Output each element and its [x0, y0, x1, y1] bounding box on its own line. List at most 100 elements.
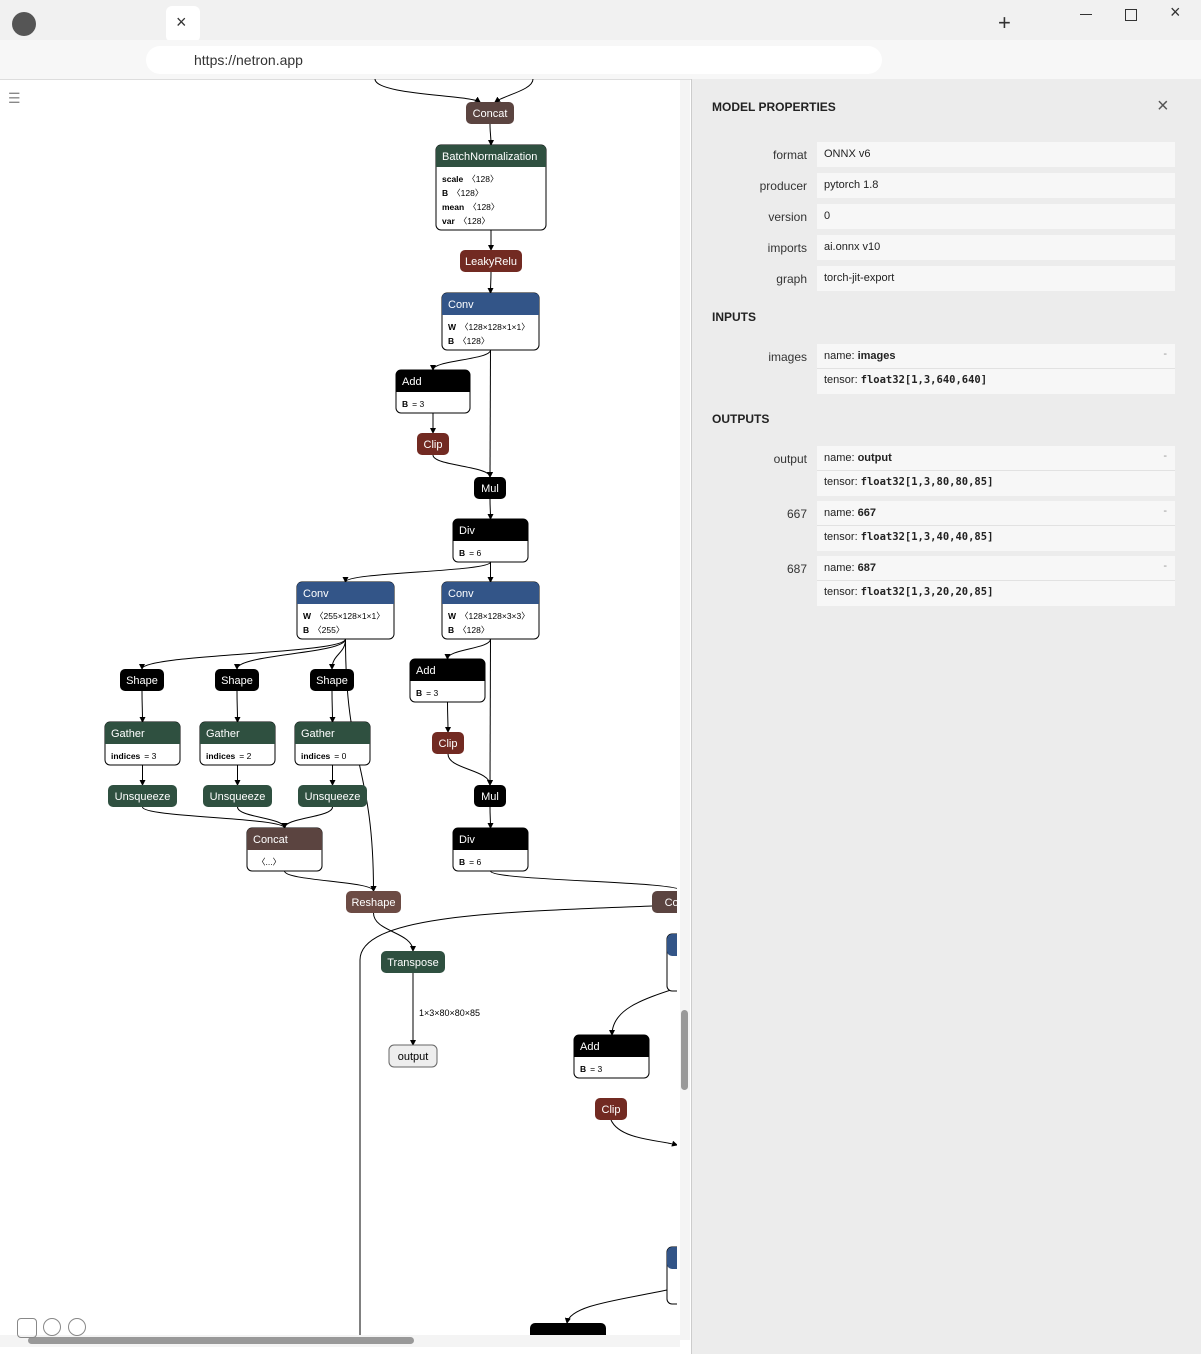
edge — [444, 638, 491, 660]
address-bar[interactable]: https://netron.app — [146, 46, 882, 74]
node-attribute: W 〈255×128×1×1〉 — [303, 611, 385, 621]
attr-value: 〈...〉 — [257, 857, 281, 867]
edge — [142, 806, 288, 829]
node — [346, 891, 401, 913]
new-tab[interactable]: + — [998, 10, 1011, 35]
h-scrollbar[interactable] — [0, 1335, 680, 1347]
key: name: — [824, 350, 855, 362]
edge — [432, 454, 493, 478]
node-label: Div — [459, 834, 475, 846]
edge — [609, 987, 677, 1036]
node-label: Unsqueeze — [305, 791, 361, 803]
attr-name: B — [402, 399, 408, 409]
edge — [487, 638, 494, 786]
attr-value: = 0 — [334, 751, 346, 761]
io-name-line: name: output — [824, 452, 892, 464]
attr-value: 〈128〉 — [458, 336, 489, 346]
node-label: Unsqueeze — [115, 791, 171, 803]
edge — [430, 349, 491, 371]
close-window[interactable]: × — [1170, 2, 1181, 22]
expand-toggle[interactable]: - — [1163, 348, 1167, 360]
menu-button[interactable]: ☰ — [8, 90, 21, 106]
node-label: output — [398, 1051, 429, 1063]
edge — [234, 638, 346, 670]
expand-toggle[interactable]: - — [1163, 450, 1167, 462]
edge — [139, 638, 346, 670]
attr-value: 〈128〉 — [458, 625, 489, 635]
node-label: Gather — [111, 728, 145, 740]
node — [474, 785, 506, 807]
edge — [359, 905, 653, 1335]
attr-value: 〈128〉 — [452, 188, 483, 198]
expand-toggle[interactable]: - — [1163, 505, 1167, 517]
active-tab[interactable] — [166, 6, 200, 42]
node-header — [410, 659, 485, 681]
v-scroll-thumb[interactable] — [681, 1010, 688, 1090]
node — [120, 669, 164, 691]
node-label: Add — [416, 665, 436, 677]
sidebar-button[interactable] — [17, 1318, 37, 1338]
node-header — [247, 828, 322, 850]
attr-value: = 3 — [144, 751, 156, 761]
edge — [237, 806, 288, 829]
node — [388, 1044, 438, 1068]
node-attribute: 〈...〉 — [257, 857, 281, 867]
close-tab[interactable]: × — [176, 12, 187, 32]
attr-name: indices — [111, 751, 141, 761]
node-label: Unsqueeze — [210, 791, 266, 803]
v-scrollbar[interactable] — [680, 80, 690, 1340]
edge — [487, 806, 494, 829]
node-attribute: B = 3 — [416, 688, 438, 698]
attr-value: = 2 — [239, 751, 251, 761]
attr-value: 〈128〉 — [468, 202, 499, 212]
io-label: images — [768, 350, 807, 364]
panel-close[interactable]: × — [1157, 95, 1169, 117]
attr-value: 〈128×128×3×3〉 — [460, 611, 530, 621]
property-value: 0 — [817, 204, 1175, 229]
attr-name: scale — [442, 174, 464, 184]
node-attribute: B 〈255〉 — [303, 625, 344, 635]
io-tensor: float32[1,3,40,40,85] — [860, 531, 994, 543]
properties-panel: MODEL PROPERTIES × format ONNX v6 producer… — [691, 79, 1201, 1354]
expand-toggle[interactable]: - — [1163, 560, 1167, 572]
key: tensor: — [824, 586, 858, 598]
io-box: name: 667 tensor: float32[1,3,40,40,85] - — [817, 501, 1175, 551]
node — [466, 102, 514, 124]
maximize[interactable] — [1125, 9, 1137, 21]
attr-name: B — [416, 688, 422, 698]
io-name: 687 — [857, 562, 876, 574]
node-label: Clip — [602, 1104, 621, 1116]
node-attribute: indices = 0 — [301, 751, 347, 761]
profile-avatar[interactable] — [12, 12, 36, 36]
node-header — [436, 145, 546, 167]
node — [381, 951, 445, 973]
zoom-out[interactable] — [68, 1318, 86, 1336]
node-attribute: B 〈128〉 — [442, 188, 483, 198]
node-header — [105, 722, 180, 744]
h-scroll-thumb[interactable] — [28, 1337, 414, 1344]
node-label: Conv — [448, 299, 474, 311]
node-label: Clip — [424, 439, 443, 451]
attr-name: W — [448, 611, 457, 621]
node-label: LeakyRelu — [465, 256, 517, 268]
minimize[interactable] — [1080, 14, 1092, 15]
node-header — [530, 1323, 606, 1335]
edge — [447, 753, 493, 786]
zoom-in[interactable] — [43, 1318, 61, 1336]
io-tensor-line: tensor: float32[1,3,640,640] — [817, 368, 1175, 391]
property-label: imports — [767, 241, 807, 255]
node-label: Reshape — [351, 897, 395, 909]
node-label: Concat — [253, 834, 288, 846]
attr-name: B — [459, 548, 465, 558]
attr-name: W — [303, 611, 312, 621]
node — [474, 477, 506, 499]
key: name: — [824, 452, 855, 464]
io-label: output — [773, 452, 807, 466]
node-attribute: var 〈128〉 — [442, 216, 490, 226]
node-label: Concat — [665, 897, 677, 909]
key: tensor: — [824, 374, 858, 386]
io-box: name: images tensor: float32[1,3,640,640] - — [817, 344, 1175, 394]
edge — [234, 690, 241, 723]
node-header — [200, 722, 275, 744]
